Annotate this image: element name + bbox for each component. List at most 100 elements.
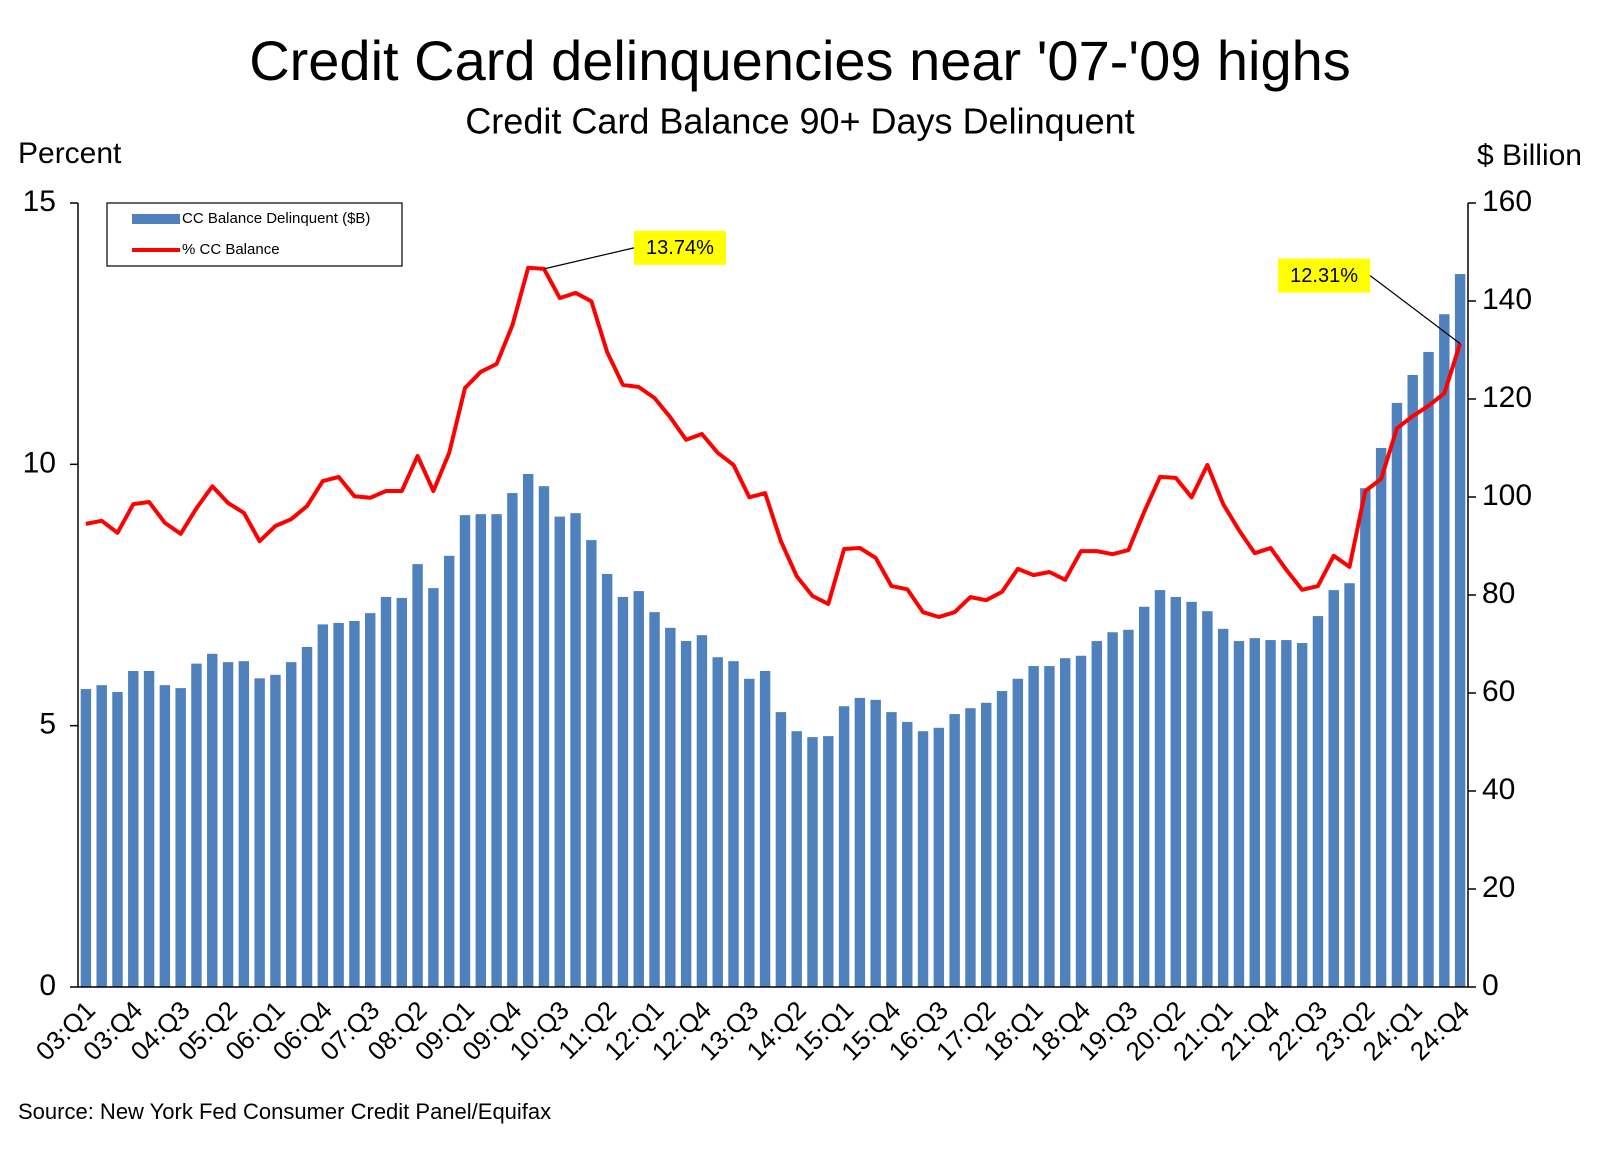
bar [112,692,123,987]
bar [744,678,755,987]
bar [191,663,202,987]
bar [933,727,945,987]
annotation-leader [1369,275,1461,345]
bar [1154,590,1166,987]
annotation-leader [543,247,635,270]
bar [175,688,186,987]
bar [443,555,455,987]
y2-tick-label: 0 [1482,969,1499,1002]
bar [1202,611,1213,987]
annotation-label: 13.74% [646,237,714,259]
bar [1217,628,1229,987]
bar [1407,374,1418,987]
legend-label: CC Balance Delinquent ($B) [182,210,370,227]
source-note: Source: New York Fed Consumer Credit Pan… [18,1099,551,1124]
bar [1281,640,1292,987]
legend-label: % CC Balance [182,241,280,258]
bar [1454,274,1466,987]
bar [854,697,866,987]
bar [317,624,329,987]
annotation-box [1278,258,1371,293]
bar [1360,488,1371,987]
bar [128,670,139,987]
bar [459,515,471,987]
bar [1439,314,1450,988]
bar [981,702,992,987]
y2-tick-label: 100 [1482,479,1532,512]
bar [159,685,171,987]
bar [1391,402,1403,987]
bar [143,670,155,987]
chart-title: Credit Card delinquencies near '07-'09 h… [249,29,1351,92]
bar [507,493,518,987]
bar [586,540,597,987]
bar [301,646,313,987]
bar [254,678,265,987]
bar [807,737,818,987]
bar [633,591,644,987]
bar [996,691,1008,987]
bar [1375,448,1387,987]
bar [570,513,581,987]
bar [554,516,565,987]
bar [617,596,629,987]
y-tick-label: 5 [39,708,56,741]
bar [380,596,392,987]
bar [791,731,802,987]
bar [1265,640,1276,987]
bar [1328,590,1339,987]
annotation-label: 12.31% [1290,265,1358,287]
bar [222,662,234,987]
bar [412,564,423,987]
y-tick-label: 10 [23,446,56,479]
bar [601,573,613,987]
bar [1060,658,1071,987]
bar [396,597,408,987]
bar [207,653,218,987]
y-axis-label: Percent [18,137,122,170]
bar [1423,351,1434,988]
bar [1044,666,1055,987]
y2-tick-label: 120 [1482,381,1532,414]
bar [428,588,439,987]
bar [80,689,92,987]
bar [712,657,723,987]
y2-tick-label: 160 [1482,185,1532,218]
chart-subtitle: Credit Card Balance 90+ Days Delinquent [465,101,1134,142]
bar [823,736,834,987]
bar [349,620,360,987]
bar [333,622,344,987]
bar [902,721,913,987]
y-tick-label: 0 [39,969,56,1002]
bar [1249,638,1260,987]
bar [522,473,534,988]
bar [1296,643,1308,987]
bar [96,685,107,987]
bar [759,670,771,987]
y2-tick-label: 60 [1482,675,1515,708]
bar [1075,655,1087,987]
y2-tick-label: 140 [1482,283,1532,316]
bar [286,662,297,987]
bar [728,661,739,987]
bar [949,714,960,987]
bar [491,514,502,987]
bar [917,731,929,987]
bar [886,712,897,987]
legend-swatch [132,214,180,224]
annotation-box [633,230,726,265]
bar [649,612,660,987]
bar [1123,629,1134,987]
bar [1344,583,1355,987]
legend-box [106,202,403,267]
bar [1107,632,1118,987]
line-series [85,265,1463,619]
bar [696,635,708,987]
bar [1233,641,1245,987]
bar [838,706,850,987]
bar [680,641,692,987]
bar [1138,606,1150,987]
bar [365,613,376,987]
bar [1012,678,1024,987]
